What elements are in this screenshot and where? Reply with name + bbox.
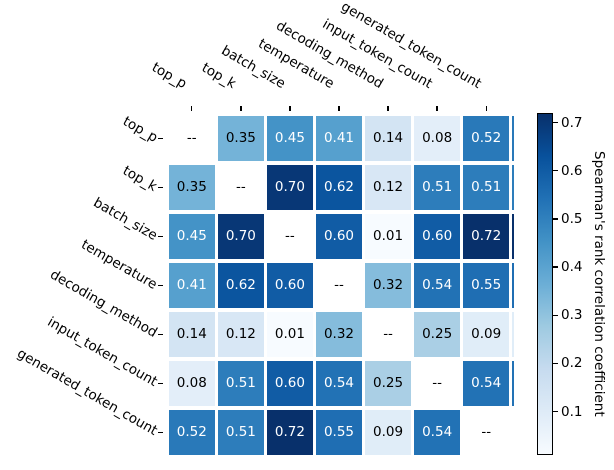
heatmap-right-edge-strip: [511, 311, 514, 358]
y-tick-label: temperature: [78, 236, 160, 293]
heatmap-cell: 0.54: [316, 360, 362, 407]
heatmap-cell: 0.09: [365, 409, 411, 455]
x-tick-mark: [387, 106, 389, 111]
y-tick-label: batch_size: [90, 194, 160, 244]
colorbar: [537, 113, 553, 455]
heatmap-cell: 0.62: [316, 164, 362, 211]
heatmap-cell: 0.54: [463, 360, 509, 407]
y-tick-mark: [158, 138, 163, 140]
colorbar-tick-label: 0.3: [561, 307, 583, 324]
colorbar-tick-mark: [553, 218, 558, 220]
y-tick-mark: [158, 186, 163, 189]
heatmap-right-edge-strip: [511, 164, 514, 211]
y-tick-mark: [158, 284, 163, 287]
y-tick-label: generated_token_count: [14, 345, 161, 440]
y-tick-mark: [158, 431, 163, 433]
heatmap-grid: -- 0.35 0.45 0.41 0.14 0.08 0.52 0.35 -- 0.70 0.62…: [169, 116, 509, 455]
colorbar-tick-mark: [553, 121, 558, 124]
heatmap-cell: --: [218, 164, 264, 211]
heatmap-cell: 0.14: [365, 116, 411, 162]
colorbar-tick-label: 0.6: [561, 162, 583, 179]
heatmap-cell: 0.72: [267, 409, 313, 455]
heatmap-cell: 0.51: [218, 409, 264, 455]
heatmap-cell: 0.51: [218, 360, 264, 407]
colorbar-tick-mark: [553, 410, 558, 413]
y-tick-label: top_k: [120, 162, 160, 195]
heatmap-cell: 0.41: [169, 262, 215, 309]
heatmap-cell: 0.70: [267, 164, 313, 211]
x-tick-mark: [191, 106, 193, 111]
colorbar-axis-label: Spearman's rank correlation coefficient: [591, 151, 607, 417]
colorbar-tick-label: 0.2: [561, 355, 583, 372]
colorbar-tick-mark: [553, 266, 558, 268]
heatmap-cell: 0.52: [463, 116, 509, 162]
heatmap-cell: --: [316, 262, 362, 309]
y-tick-mark: [158, 333, 163, 336]
heatmap-cell: 0.45: [169, 213, 215, 260]
x-tick-mark: [240, 106, 242, 111]
heatmap-cell: --: [169, 116, 215, 162]
heatmap-cell: 0.72: [463, 213, 509, 260]
heatmap-cell: 0.70: [218, 213, 264, 260]
heatmap-cell: 0.25: [414, 311, 460, 358]
colorbar-tick-mark: [553, 362, 558, 365]
heatmap-cell: --: [414, 360, 460, 407]
colorbar-tick-mark: [553, 170, 558, 172]
heatmap-cell: 0.32: [365, 262, 411, 309]
heatmap-cell: 0.01: [365, 213, 411, 260]
heatmap-cell: 0.60: [316, 213, 362, 260]
heatmap-cell: 0.35: [218, 116, 264, 162]
x-tick-mark: [338, 106, 340, 111]
heatmap-cell: 0.32: [316, 311, 362, 358]
heatmap-cell: 0.01: [267, 311, 313, 358]
heatmap-cell: 0.08: [414, 116, 460, 162]
colorbar-tick-label: 0.7: [561, 114, 583, 131]
heatmap-cell: 0.51: [463, 164, 509, 211]
heatmap-cell: 0.60: [267, 360, 313, 407]
x-tick-mark: [485, 106, 487, 111]
heatmap-cell: 0.60: [414, 213, 460, 260]
heatmap-cell: 0.45: [267, 116, 313, 162]
colorbar-tick-label: 0.4: [561, 259, 583, 276]
heatmap-cell: 0.14: [169, 311, 215, 358]
heatmap-right-edge-strip: [511, 116, 514, 162]
heatmap-cell: --: [463, 409, 509, 455]
heatmap-right-edge-strip: [511, 213, 514, 260]
heatmap-cell: 0.55: [316, 409, 362, 455]
colorbar-tick-label: 0.1: [561, 403, 583, 420]
heatmap-cell: --: [267, 213, 313, 260]
heatmap-cell: 0.41: [316, 116, 362, 162]
x-tick-mark: [289, 106, 291, 111]
heatmap-cell: 0.25: [365, 360, 411, 407]
heatmap-cell: 0.62: [218, 262, 264, 309]
y-tick-mark: [158, 382, 163, 384]
heatmap-cell: 0.51: [414, 164, 460, 211]
heatmap-cell: --: [365, 311, 411, 358]
y-tick-mark: [158, 235, 163, 238]
heatmap-cell: 0.12: [365, 164, 411, 211]
heatmap-cell: 0.08: [169, 360, 215, 407]
colorbar-tick-label: 0.5: [561, 210, 583, 227]
x-tick-label: top_p: [149, 59, 190, 92]
heatmap-cell: 0.12: [218, 311, 264, 358]
heatmap-right-edge-strip: [511, 262, 514, 309]
y-tick-label: top_p: [119, 113, 160, 146]
heatmap-cell: 0.35: [169, 164, 215, 211]
heatmap-cell: 0.54: [414, 409, 460, 455]
colorbar-tick-mark: [553, 314, 558, 316]
heatmap-right-edge-strip: [511, 360, 514, 407]
heatmap-cell: 0.60: [267, 262, 313, 309]
heatmap-cell: 0.55: [463, 262, 509, 309]
heatmap-cell: 0.52: [169, 409, 215, 455]
heatmap-cell: 0.09: [463, 311, 509, 358]
x-tick-mark: [436, 106, 438, 111]
heatmap-cell: 0.54: [414, 262, 460, 309]
